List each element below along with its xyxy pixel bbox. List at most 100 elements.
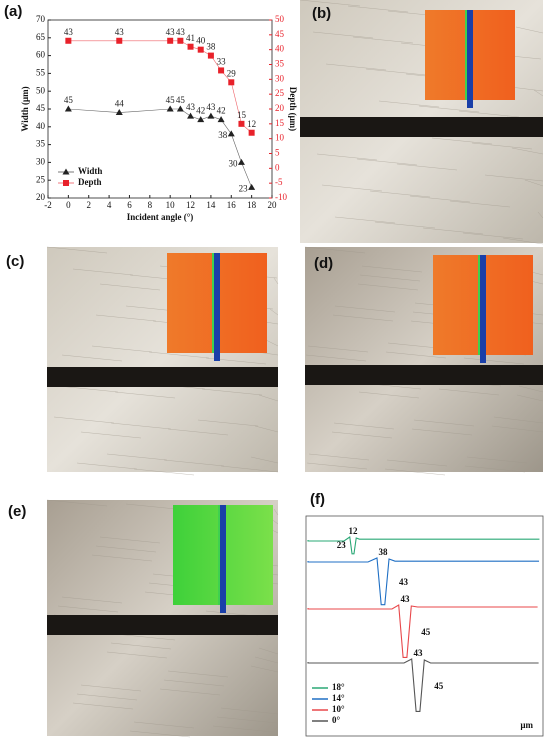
scratch	[463, 357, 525, 365]
x-tick-label: 12	[186, 200, 195, 210]
data-point	[248, 129, 255, 136]
data-label: 45	[64, 95, 74, 105]
scratch	[384, 468, 446, 476]
data-label: 42	[196, 106, 205, 116]
scratch	[308, 453, 370, 461]
scratch	[491, 425, 544, 433]
scratch	[61, 596, 123, 604]
x-axis-label: Incident angle (°)	[127, 212, 194, 222]
data-point	[116, 37, 123, 44]
scratch	[106, 651, 168, 659]
data-label: 38	[206, 42, 216, 52]
y2-tick-label: 50	[275, 14, 285, 24]
width-label: 23	[337, 540, 347, 550]
scratch	[163, 679, 225, 687]
panel-label: (f)	[310, 491, 325, 508]
profile-curve	[307, 604, 538, 658]
scratch	[167, 670, 229, 678]
data-point	[187, 43, 194, 50]
panel-label: (a)	[4, 3, 22, 20]
scratch	[163, 459, 225, 467]
data-point	[115, 109, 123, 116]
scratch	[57, 605, 119, 613]
scratch	[418, 105, 480, 113]
scratch	[76, 693, 138, 701]
scratch	[333, 422, 395, 430]
data-label: 30	[228, 158, 238, 168]
width-label: 43	[399, 577, 409, 587]
data-label: 38	[218, 130, 228, 140]
x-tick-label: 20	[268, 200, 278, 210]
depth-label: 43	[414, 648, 424, 658]
y-tick-label: 20	[36, 192, 46, 202]
scratch	[220, 465, 279, 473]
x-tick-label: 2	[86, 200, 91, 210]
scratch	[524, 179, 544, 187]
data-point	[197, 46, 204, 53]
legend-label: 10°	[332, 704, 345, 714]
scratch	[306, 462, 368, 470]
scratch	[95, 545, 157, 553]
groove	[305, 365, 543, 385]
scratch	[265, 339, 279, 347]
y2-tick-label: -10	[275, 192, 287, 202]
data-label: 45	[176, 95, 186, 105]
data-point	[197, 116, 205, 123]
scratch	[321, 184, 383, 192]
y-tick-label: 70	[36, 14, 46, 24]
scratch	[493, 416, 544, 424]
data-label: 43	[115, 27, 125, 37]
scratch	[148, 351, 210, 359]
width-label: 45	[434, 681, 444, 691]
scratch	[449, 200, 511, 208]
scratch	[258, 647, 279, 655]
scratch	[511, 147, 544, 155]
scratch	[197, 419, 259, 427]
scratch	[133, 468, 195, 476]
scratch	[365, 68, 427, 76]
legend-label: 0°	[332, 715, 341, 725]
data-label: 45	[166, 95, 176, 105]
y-tick-label: 55	[36, 67, 46, 77]
y-axis-label: Width (μm)	[20, 86, 30, 131]
y-tick-label: 40	[36, 121, 46, 131]
y2-tick-label: 40	[275, 44, 285, 54]
scratch	[254, 425, 279, 433]
data-point	[227, 130, 235, 137]
scratch	[307, 345, 369, 353]
scratch	[413, 419, 475, 427]
scratch	[114, 391, 176, 399]
data-label: 41	[186, 33, 195, 43]
scratch	[212, 725, 274, 733]
scratch	[273, 508, 279, 516]
scratch	[334, 305, 396, 313]
scratch	[220, 707, 279, 715]
groove	[300, 117, 543, 137]
scratch	[201, 388, 263, 396]
panel-label: (e)	[8, 503, 26, 520]
scratch	[273, 277, 279, 285]
data-point	[64, 105, 72, 112]
series-line	[68, 40, 252, 133]
inset-trench-edge	[465, 10, 467, 100]
scratch	[254, 656, 279, 664]
scratch	[312, 31, 374, 39]
data-point	[167, 37, 174, 44]
plot-frame	[305, 515, 544, 737]
data-label: 29	[227, 68, 237, 78]
unit-label: µm	[520, 720, 533, 730]
scratch	[258, 394, 279, 402]
scratch	[409, 195, 471, 203]
data-point	[238, 120, 245, 127]
depth-label: 38	[379, 547, 389, 557]
data-point	[166, 105, 174, 112]
data-point	[217, 116, 225, 123]
y-tick-label: 65	[36, 32, 46, 42]
y2-tick-label: 35	[275, 59, 285, 69]
scratch	[110, 422, 172, 430]
x-tick-label: 6	[127, 200, 132, 210]
scratch	[133, 721, 195, 729]
inset-trench	[467, 10, 473, 108]
data-label: 43	[64, 27, 74, 37]
